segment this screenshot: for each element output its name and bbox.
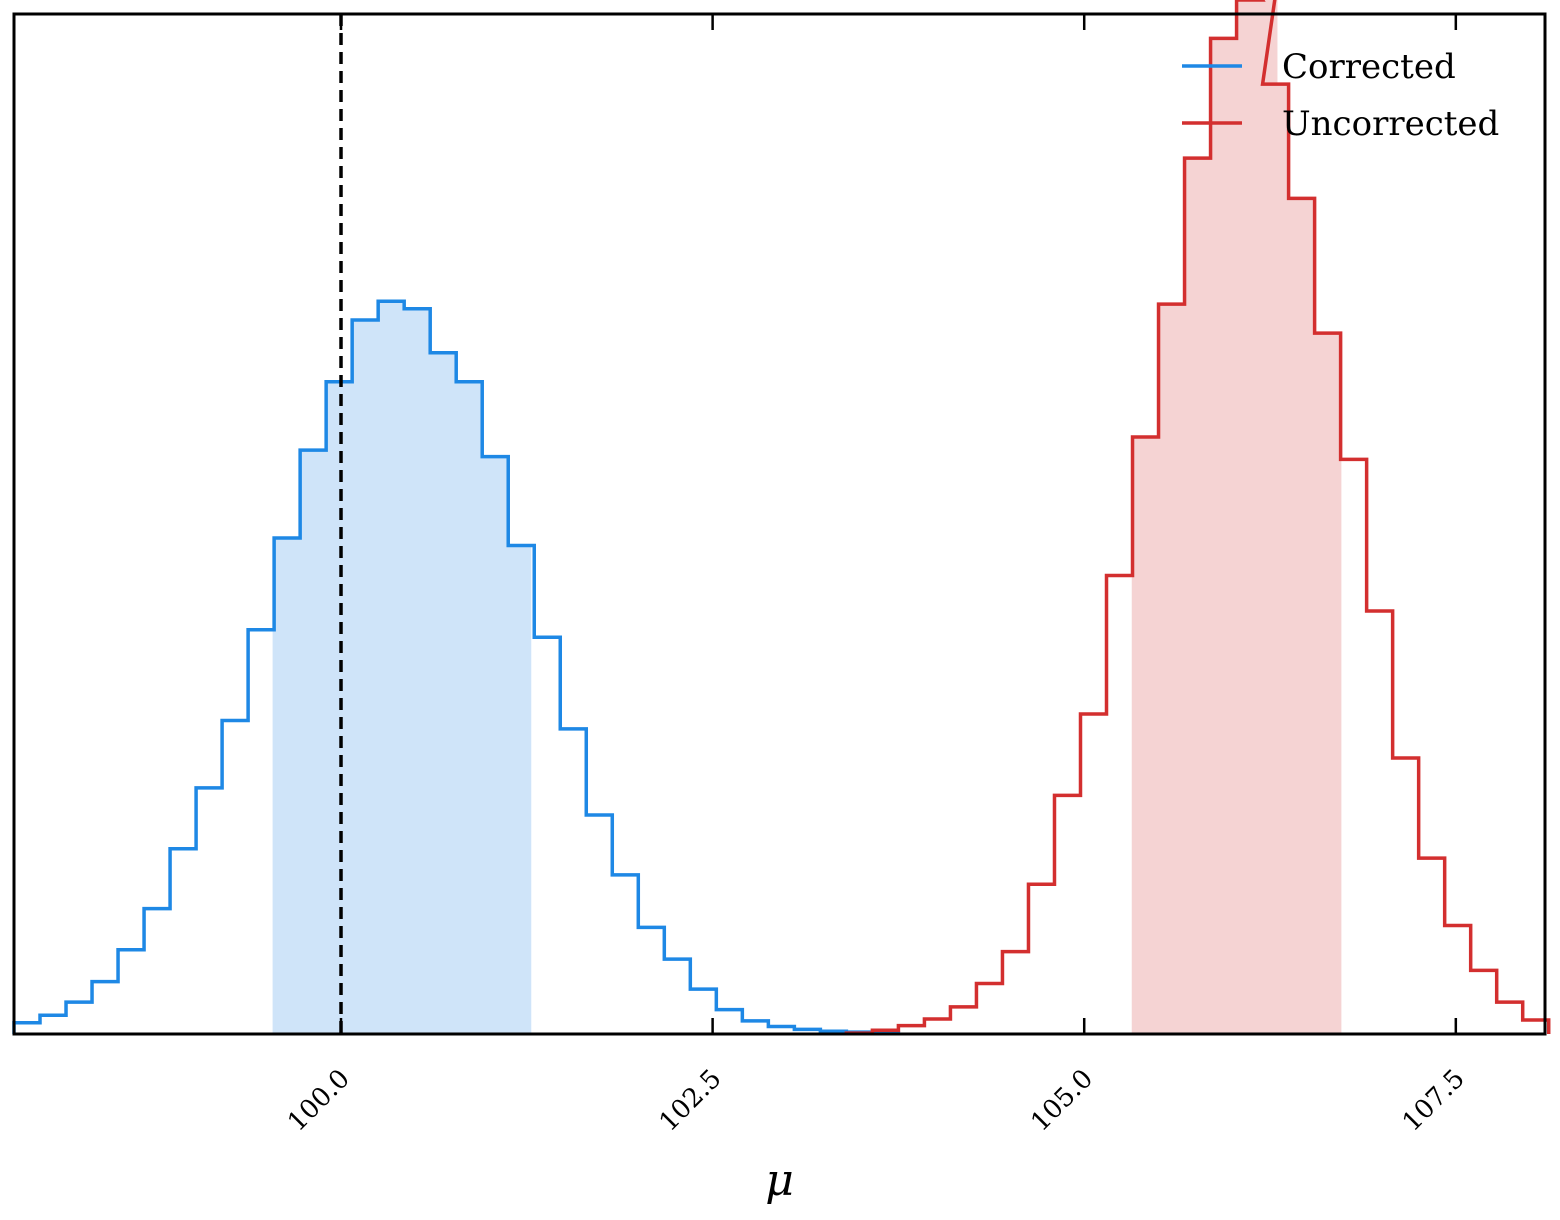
series-corrected bbox=[12, 299, 901, 1035]
legend-label-uncorrected: Uncorrected bbox=[1282, 104, 1499, 144]
shaded-interval-0 bbox=[274, 301, 530, 1034]
legend-label-corrected: Corrected bbox=[1282, 47, 1456, 87]
x-tick-label: 100.0 bbox=[282, 1064, 356, 1138]
shaded-interval-1 bbox=[1133, 0, 1340, 1034]
histogram-steps bbox=[12, 0, 1551, 1035]
x-tick-label: 105.0 bbox=[1025, 1064, 1099, 1138]
x-tick-label: 102.5 bbox=[654, 1064, 728, 1138]
x-tick-label: 107.5 bbox=[1397, 1064, 1471, 1138]
plot-frame bbox=[12, 12, 1547, 1036]
x-axis-label: μ bbox=[765, 1155, 794, 1206]
shaded-intervals bbox=[272, 0, 1342, 1034]
legend: Corrected Uncorrected bbox=[1182, 47, 1499, 144]
series-uncorrected bbox=[844, 0, 1551, 1035]
